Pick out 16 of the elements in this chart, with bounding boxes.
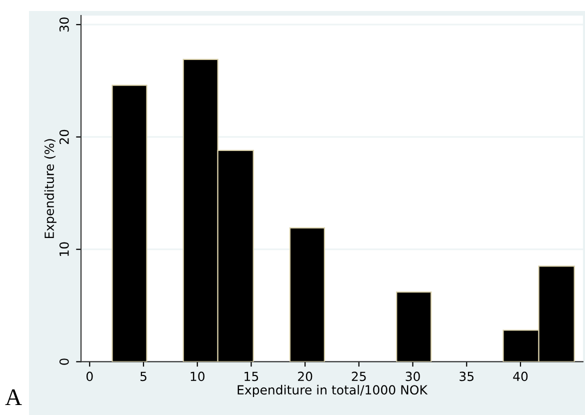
y-tick-label: 30 xyxy=(59,17,69,32)
x-tick-label: 0 xyxy=(86,372,93,382)
x-tick-label: 20 xyxy=(298,372,312,382)
text: A xyxy=(5,389,22,405)
x-tick-label: 30 xyxy=(406,372,420,382)
x-tick-label: 35 xyxy=(460,372,474,382)
x-tick-label: 15 xyxy=(244,372,258,382)
x-tick-label: 10 xyxy=(190,372,204,382)
x-tick-label: 40 xyxy=(513,372,528,382)
y-tick-label: 20 xyxy=(59,130,69,144)
x-axis-title: Expenditure in total/1000 NOK xyxy=(238,384,428,398)
y-tick-label: 0 xyxy=(59,358,69,365)
x-tick-label: 5 xyxy=(140,372,146,382)
y-axis-title: Expenditure (%) xyxy=(44,139,56,238)
y-tick-label: 10 xyxy=(59,242,69,256)
x-tick-label: 25 xyxy=(352,372,366,382)
